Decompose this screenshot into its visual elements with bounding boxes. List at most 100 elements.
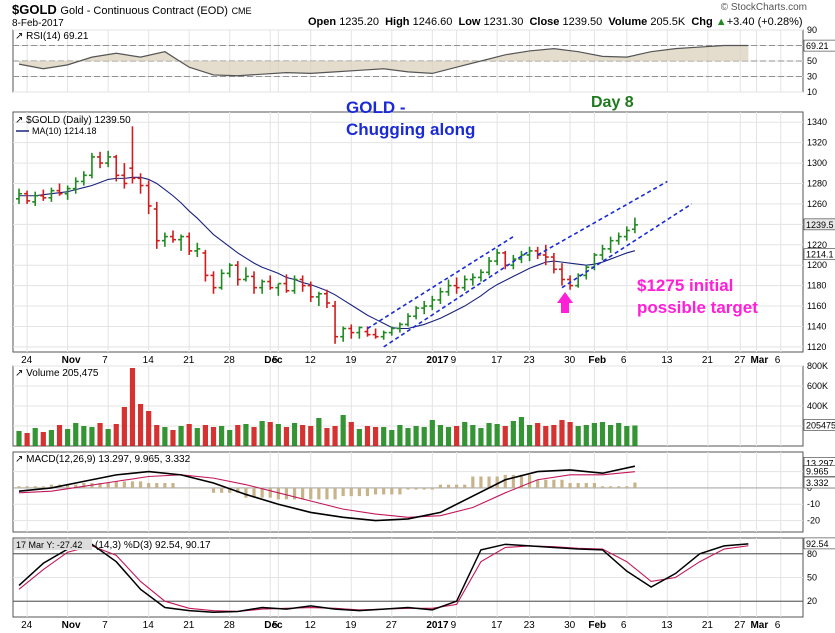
description: Gold - Continuous Contract (EOD): [60, 5, 228, 17]
volume-bar: [445, 427, 452, 446]
ohlc-bar: [526, 246, 533, 262]
volume-value: 205.5K: [650, 16, 686, 28]
macd-histogram-bar: [584, 483, 588, 488]
high-value: 1246.60: [412, 16, 453, 28]
volume-bar: [283, 427, 290, 446]
macd-histogram-bar: [211, 487, 216, 493]
macd-histogram-bar: [268, 487, 272, 498]
volume-bar: [32, 428, 38, 446]
x-tick-label: 23: [524, 355, 536, 366]
x-tick-label: Dec: [264, 355, 283, 366]
macd-histogram-bar: [430, 487, 434, 490]
annotation-target-line2: possible target: [637, 298, 758, 317]
x-tick-label: 21: [702, 355, 714, 366]
volume-bar: [251, 427, 257, 446]
macd-histogram-bar: [333, 487, 337, 500]
x-tick-label: 27: [386, 620, 398, 631]
macd-histogram-bar: [438, 484, 443, 488]
volume-bar: [340, 415, 346, 446]
ohlc-bar: [210, 271, 217, 294]
macd-signal-line: [18, 471, 635, 518]
macd-line: [18, 465, 636, 522]
macd-histogram-bar: [284, 487, 289, 500]
macd-histogram-bar: [106, 483, 110, 488]
ohlc-bar: [161, 232, 168, 247]
y-tick-label: 1280: [807, 178, 827, 188]
macd-histogram-bar: [317, 487, 321, 500]
ohlc-bar: [275, 282, 282, 296]
macd-histogram-bar: [244, 487, 248, 498]
volume-bar: [40, 432, 46, 446]
macd-histogram-bar: [398, 487, 402, 495]
volume-bar: [65, 429, 71, 446]
ohlc-bar: [542, 244, 549, 266]
volume-last-value-box: [803, 419, 835, 431]
ohlc-bar: [202, 249, 209, 282]
macd-histogram-bar: [495, 476, 499, 488]
volume-bar: [632, 425, 638, 446]
rsi-line: [18, 44, 749, 77]
ohlc-bar: [372, 328, 379, 339]
volume-bar: [405, 428, 411, 446]
volume-bar: [24, 433, 30, 446]
volume-bar: [372, 427, 379, 446]
volume-bar: [300, 425, 306, 446]
macd-histogram-bar: [98, 483, 102, 488]
ohlc-readout: Open 1235.20 High 1246.60 Low 1231.30 Cl…: [308, 16, 803, 28]
macd-histogram-bar: [325, 487, 329, 500]
price-last-value-box: [803, 218, 835, 231]
x-tick-label: Nov: [62, 355, 81, 366]
x-tick-label: 9: [451, 620, 457, 631]
macd-histogram-bar: [617, 486, 621, 488]
volume-bar: [291, 423, 298, 446]
x-tick-label: Mar: [750, 620, 768, 631]
ohlc-bar: [178, 234, 185, 251]
y-readout: 17 Mar Y: -27.42: [16, 540, 82, 550]
volume-bar: [186, 424, 192, 446]
y-tick-label: -20: [807, 516, 820, 526]
macd-histogram-bar: [503, 474, 507, 488]
ohlc-bar: [242, 267, 249, 282]
volume-bar: [364, 426, 371, 446]
up-arrow-icon: ▲: [715, 16, 727, 28]
macd-histogram-bar: [365, 487, 370, 497]
volume-bar: [559, 420, 565, 446]
ohlc-bar: [607, 236, 614, 253]
volume-bar: [113, 424, 119, 446]
volume-bar: [227, 430, 233, 446]
macd-histogram-bar: [292, 487, 297, 500]
ohlc-bar: [413, 306, 420, 320]
up-arrow-annotation: [557, 292, 573, 313]
sto-last-value: 92.54: [806, 539, 829, 549]
macd-histogram-bar: [179, 487, 183, 489]
volume-label: ↗ Volume 205,475: [15, 368, 99, 379]
volume-bar: [608, 425, 614, 446]
y-tick-label: 50: [807, 56, 817, 66]
y-tick-label: 1220: [807, 240, 827, 250]
ohlc-bar: [251, 271, 258, 294]
x-tick-label: 13: [661, 620, 673, 631]
macd-histogram-bar: [414, 487, 418, 490]
ohlc-bar: [24, 190, 31, 204]
x-tick-label: 2017: [426, 355, 449, 366]
sto-label: (14,3) %D(3) 92.54, 90.17: [95, 540, 211, 551]
y-tick-label: 1180: [807, 281, 826, 291]
ohlc-bar: [16, 188, 22, 204]
macd-histogram-bar: [41, 486, 45, 488]
x-tick-label: 27: [734, 355, 746, 366]
symbol: $GOLD: [12, 2, 57, 17]
macd-signal-last-value: 9.965: [806, 467, 829, 477]
macd-histogram-bar: [122, 481, 126, 488]
ohlc-bar: [615, 232, 622, 245]
y-tick-label: 20: [807, 596, 817, 606]
volume-bar: [591, 423, 597, 446]
volume-bar: [267, 422, 273, 446]
ohlc-bar: [283, 274, 290, 293]
y-tick-label: 1320: [807, 138, 827, 148]
ohlc-bar: [380, 330, 387, 340]
x-tick-label: 6: [775, 355, 781, 366]
volume-bar: [599, 422, 606, 446]
volume-bar: [73, 423, 79, 446]
ohlc-bar: [631, 217, 638, 234]
